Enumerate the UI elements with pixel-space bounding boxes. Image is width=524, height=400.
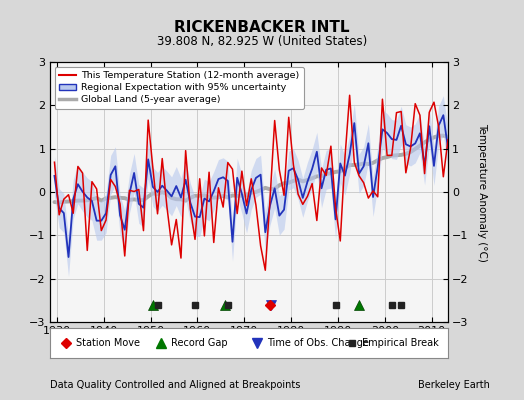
Y-axis label: Temperature Anomaly (°C): Temperature Anomaly (°C)	[477, 122, 487, 262]
Text: Berkeley Earth: Berkeley Earth	[418, 380, 490, 390]
Text: Data Quality Controlled and Aligned at Breakpoints: Data Quality Controlled and Aligned at B…	[50, 380, 300, 390]
Text: Time of Obs. Change: Time of Obs. Change	[267, 338, 369, 348]
Text: Empirical Break: Empirical Break	[363, 338, 439, 348]
Text: Station Move: Station Move	[75, 338, 140, 348]
Legend: This Temperature Station (12-month average), Regional Expectation with 95% uncer: This Temperature Station (12-month avera…	[54, 67, 304, 109]
Text: Record Gap: Record Gap	[171, 338, 228, 348]
Text: 39.808 N, 82.925 W (United States): 39.808 N, 82.925 W (United States)	[157, 36, 367, 48]
Text: RICKENBACKER INTL: RICKENBACKER INTL	[174, 20, 350, 36]
